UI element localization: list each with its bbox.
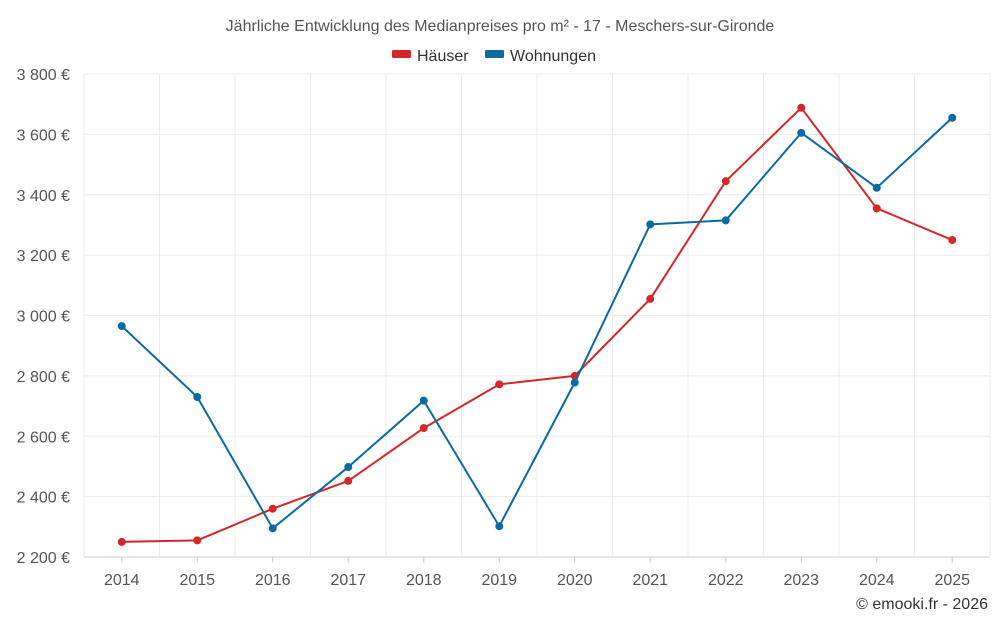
y-tick-label: 2 600 € bbox=[17, 429, 70, 446]
series-wohnungen bbox=[117, 113, 957, 533]
series-line-haeuser bbox=[121, 106, 953, 543]
data-point-haeuser[interactable] bbox=[193, 536, 202, 545]
data-point-haeuser[interactable] bbox=[721, 177, 730, 186]
y-tick-label: 3 000 € bbox=[17, 309, 70, 326]
x-tick-label: 2022 bbox=[708, 572, 744, 589]
data-point-haeuser[interactable] bbox=[948, 236, 957, 245]
data-point-wohnungen[interactable] bbox=[948, 113, 957, 122]
data-point-wohnungen[interactable] bbox=[495, 522, 504, 531]
y-tick-label: 3 600 € bbox=[17, 127, 70, 144]
series-haeuser bbox=[117, 103, 957, 546]
x-axis-tick-labels: 2014 2015 2016 2017 2018 2019 2020 2021 2022 2023… bbox=[104, 557, 970, 589]
data-point-haeuser[interactable] bbox=[419, 424, 428, 433]
y-tick-label: 3 200 € bbox=[17, 248, 70, 265]
x-tick-label: 2023 bbox=[783, 572, 819, 589]
x-tick-label: 2014 bbox=[104, 572, 140, 589]
series-line-wohnungen bbox=[121, 117, 953, 530]
gridlines bbox=[83, 73, 991, 558]
x-tick-label: 2020 bbox=[557, 572, 593, 589]
y-tick-label: 3 800 € bbox=[17, 67, 70, 84]
legend-swatch-wohnungen bbox=[485, 50, 504, 58]
x-tick-label: 2025 bbox=[934, 572, 970, 589]
data-point-haeuser[interactable] bbox=[646, 294, 655, 303]
data-point-wohnungen[interactable] bbox=[193, 393, 202, 402]
data-point-haeuser[interactable] bbox=[117, 537, 126, 546]
x-tick-label: 2019 bbox=[481, 572, 517, 589]
data-point-haeuser[interactable] bbox=[344, 476, 353, 485]
data-point-wohnungen[interactable] bbox=[570, 378, 579, 387]
data-point-wohnungen[interactable] bbox=[344, 463, 353, 472]
data-point-wohnungen[interactable] bbox=[721, 216, 730, 225]
data-point-wohnungen[interactable] bbox=[872, 183, 881, 192]
data-point-wohnungen[interactable] bbox=[646, 220, 655, 229]
legend-label-wohnungen[interactable]: Wohnungen bbox=[510, 48, 596, 65]
x-tick-label: 2018 bbox=[406, 572, 442, 589]
x-tick-label: 2021 bbox=[632, 572, 668, 589]
x-tick-label: 2015 bbox=[179, 572, 215, 589]
data-point-wohnungen[interactable] bbox=[268, 524, 277, 533]
legend-swatch-haeuser bbox=[392, 50, 411, 58]
data-point-haeuser[interactable] bbox=[495, 380, 504, 389]
legend-label-haeuser[interactable]: Häuser bbox=[417, 48, 469, 65]
y-tick-label: 3 400 € bbox=[17, 188, 70, 205]
x-tick-label: 2017 bbox=[330, 572, 366, 589]
chart-title: Jährliche Entwicklung des Medianpreises … bbox=[226, 18, 775, 35]
copyright-credit: © emooki.fr - 2026 bbox=[856, 596, 988, 613]
x-tick-label: 2024 bbox=[859, 572, 895, 589]
data-point-haeuser[interactable] bbox=[872, 204, 881, 213]
y-tick-label: 2 200 € bbox=[17, 550, 70, 567]
legend: Häuser Wohnungen bbox=[392, 48, 596, 65]
y-tick-label: 2 400 € bbox=[17, 490, 70, 507]
data-point-wohnungen[interactable] bbox=[797, 128, 806, 137]
series bbox=[117, 103, 957, 546]
data-point-haeuser[interactable] bbox=[797, 103, 806, 112]
y-axis-tick-labels: 2 200 € 2 400 € 2 600 € 2 800 € 3 000 € 3 200… bbox=[17, 67, 70, 567]
data-point-wohnungen[interactable] bbox=[117, 322, 126, 331]
data-point-haeuser[interactable] bbox=[268, 504, 277, 513]
y-tick-label: 2 800 € bbox=[17, 369, 70, 386]
data-point-wohnungen[interactable] bbox=[419, 396, 428, 405]
x-tick-label: 2016 bbox=[255, 572, 291, 589]
